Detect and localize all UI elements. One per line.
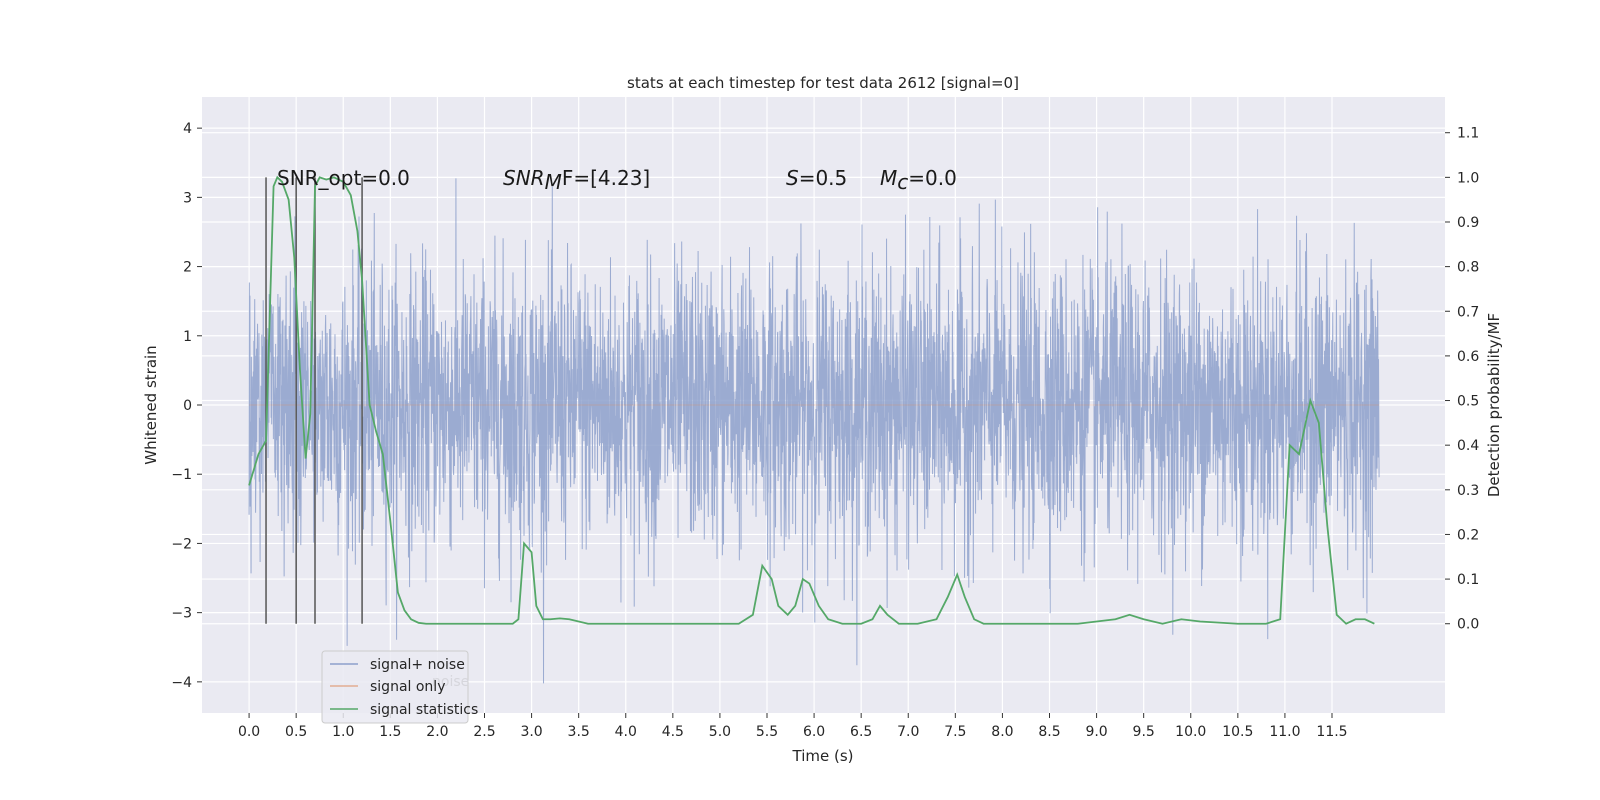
x-axis-ticks: 0.0 0.5 1.0 1.5 2.0 2.5 3.0 3.5 4.0 4.5 5.0 5.5 6.0 6… <box>238 713 1348 740</box>
x-tick-label: 2.0 <box>426 724 448 740</box>
x-tick-label: 10.5 <box>1222 724 1253 740</box>
y-right-tick-label: 0.3 <box>1457 483 1479 499</box>
x-tick-label: 11.5 <box>1316 724 1347 740</box>
annotation-mc: Mc=0.0 <box>880 166 957 194</box>
y-right-tick-label: 0.5 <box>1457 394 1479 410</box>
x-tick-label: 6.5 <box>850 724 872 740</box>
y-left-tick-label: −2 <box>171 536 192 552</box>
x-tick-label: 9.0 <box>1085 724 1107 740</box>
x-tick-label: 3.5 <box>568 724 590 740</box>
y-axis-right-ticks: 1.1 1.0 0.9 0.8 0.7 0.6 0.5 0.4 0.3 0.2 0.1 0.0 <box>1445 126 1479 633</box>
legend: noise signal+ noise signal only signal s… <box>321 650 478 724</box>
signal-plus-noise-line <box>248 178 1380 684</box>
x-tick-label: 4.5 <box>662 724 684 740</box>
y-left-tick-label: 4 <box>183 121 192 137</box>
x-tick-label: 8.0 <box>991 724 1013 740</box>
annotation-mc-value: =0.0 <box>908 166 957 190</box>
x-tick-label: 10.0 <box>1175 724 1206 740</box>
chart-title: stats at each timestep for test data 261… <box>627 74 1019 92</box>
y-right-tick-label: 0.0 <box>1457 617 1479 633</box>
x-tick-label: 5.5 <box>756 724 778 740</box>
y-right-tick-label: 0.2 <box>1457 527 1479 543</box>
annotation-s-var: S <box>786 166 799 190</box>
x-tick-label: 11.0 <box>1269 724 1300 740</box>
x-tick-label: 1.0 <box>332 724 354 740</box>
x-tick-label: 6.0 <box>803 724 825 740</box>
legend-box <box>321 650 469 724</box>
y-left-tick-label: −1 <box>171 467 192 483</box>
x-tick-label: 7.5 <box>944 724 966 740</box>
y-right-tick-label: 0.4 <box>1457 438 1479 454</box>
x-tick-label: 7.0 <box>897 724 919 740</box>
y-axis-left-label: Whitened strain <box>142 345 160 464</box>
x-tick-label: 4.0 <box>615 724 637 740</box>
y-left-tick-label: 2 <box>183 260 192 276</box>
legend-label-signal-only: signal only <box>370 679 445 695</box>
y-left-tick-label: −4 <box>171 675 192 691</box>
legend-label-signal-plus-noise: signal+ noise <box>370 657 465 673</box>
x-tick-label: 5.0 <box>709 724 731 740</box>
annotation-snr-mf: SNRMF=[4.23] <box>503 166 650 194</box>
y-right-tick-label: 1.0 <box>1457 170 1479 186</box>
annotation-mc-sub: c <box>897 170 908 194</box>
annotation-snr-opt: SNR_opt=0.0 <box>277 166 410 190</box>
series-signal-statistics <box>248 175 1375 625</box>
annotation-snr-mf-sub: M <box>545 170 562 194</box>
y-right-tick-label: 1.1 <box>1457 126 1479 142</box>
y-right-tick-label: 0.8 <box>1457 260 1479 276</box>
y-axis-right-label: Detection probability/MF <box>1485 313 1503 497</box>
x-tick-label: 1.5 <box>379 724 401 740</box>
y-right-tick-label: 0.1 <box>1457 572 1479 588</box>
x-tick-label: 0.0 <box>238 724 260 740</box>
annotation-snr-mf-suffix: F=[4.23] <box>562 166 650 190</box>
y-right-tick-label: 0.7 <box>1457 304 1479 320</box>
signal-statistics-line <box>248 175 1375 625</box>
y-left-tick-label: 3 <box>183 190 192 206</box>
series-signal-plus-noise <box>248 178 1380 684</box>
legend-label-signal-statistics: signal statistics <box>370 702 478 718</box>
legend-hidden-text: noise <box>432 674 469 690</box>
x-tick-label: 2.5 <box>473 724 495 740</box>
x-axis-label: Time (s) <box>792 747 854 765</box>
annotation-snr-mf-prefix: SNR <box>503 166 545 190</box>
x-tick-label: 9.5 <box>1133 724 1155 740</box>
x-tick-label: 3.0 <box>520 724 542 740</box>
y-right-tick-label: 0.6 <box>1457 349 1479 365</box>
y-left-tick-label: 1 <box>183 329 192 345</box>
annotation-mc-var: M <box>880 166 897 190</box>
y-right-tick-label: 0.9 <box>1457 215 1479 231</box>
annotation-s-value: =0.5 <box>799 166 848 190</box>
y-left-tick-label: −3 <box>171 606 192 622</box>
y-left-tick-label: 0 <box>183 398 192 414</box>
x-tick-label: 0.5 <box>285 724 307 740</box>
y-axis-left-ticks: 4 3 2 1 0 −1 −2 −3 −4 <box>171 121 202 691</box>
annotation-s: S=0.5 <box>786 166 847 190</box>
vertical-markers <box>265 177 363 624</box>
x-tick-label: 8.5 <box>1038 724 1060 740</box>
